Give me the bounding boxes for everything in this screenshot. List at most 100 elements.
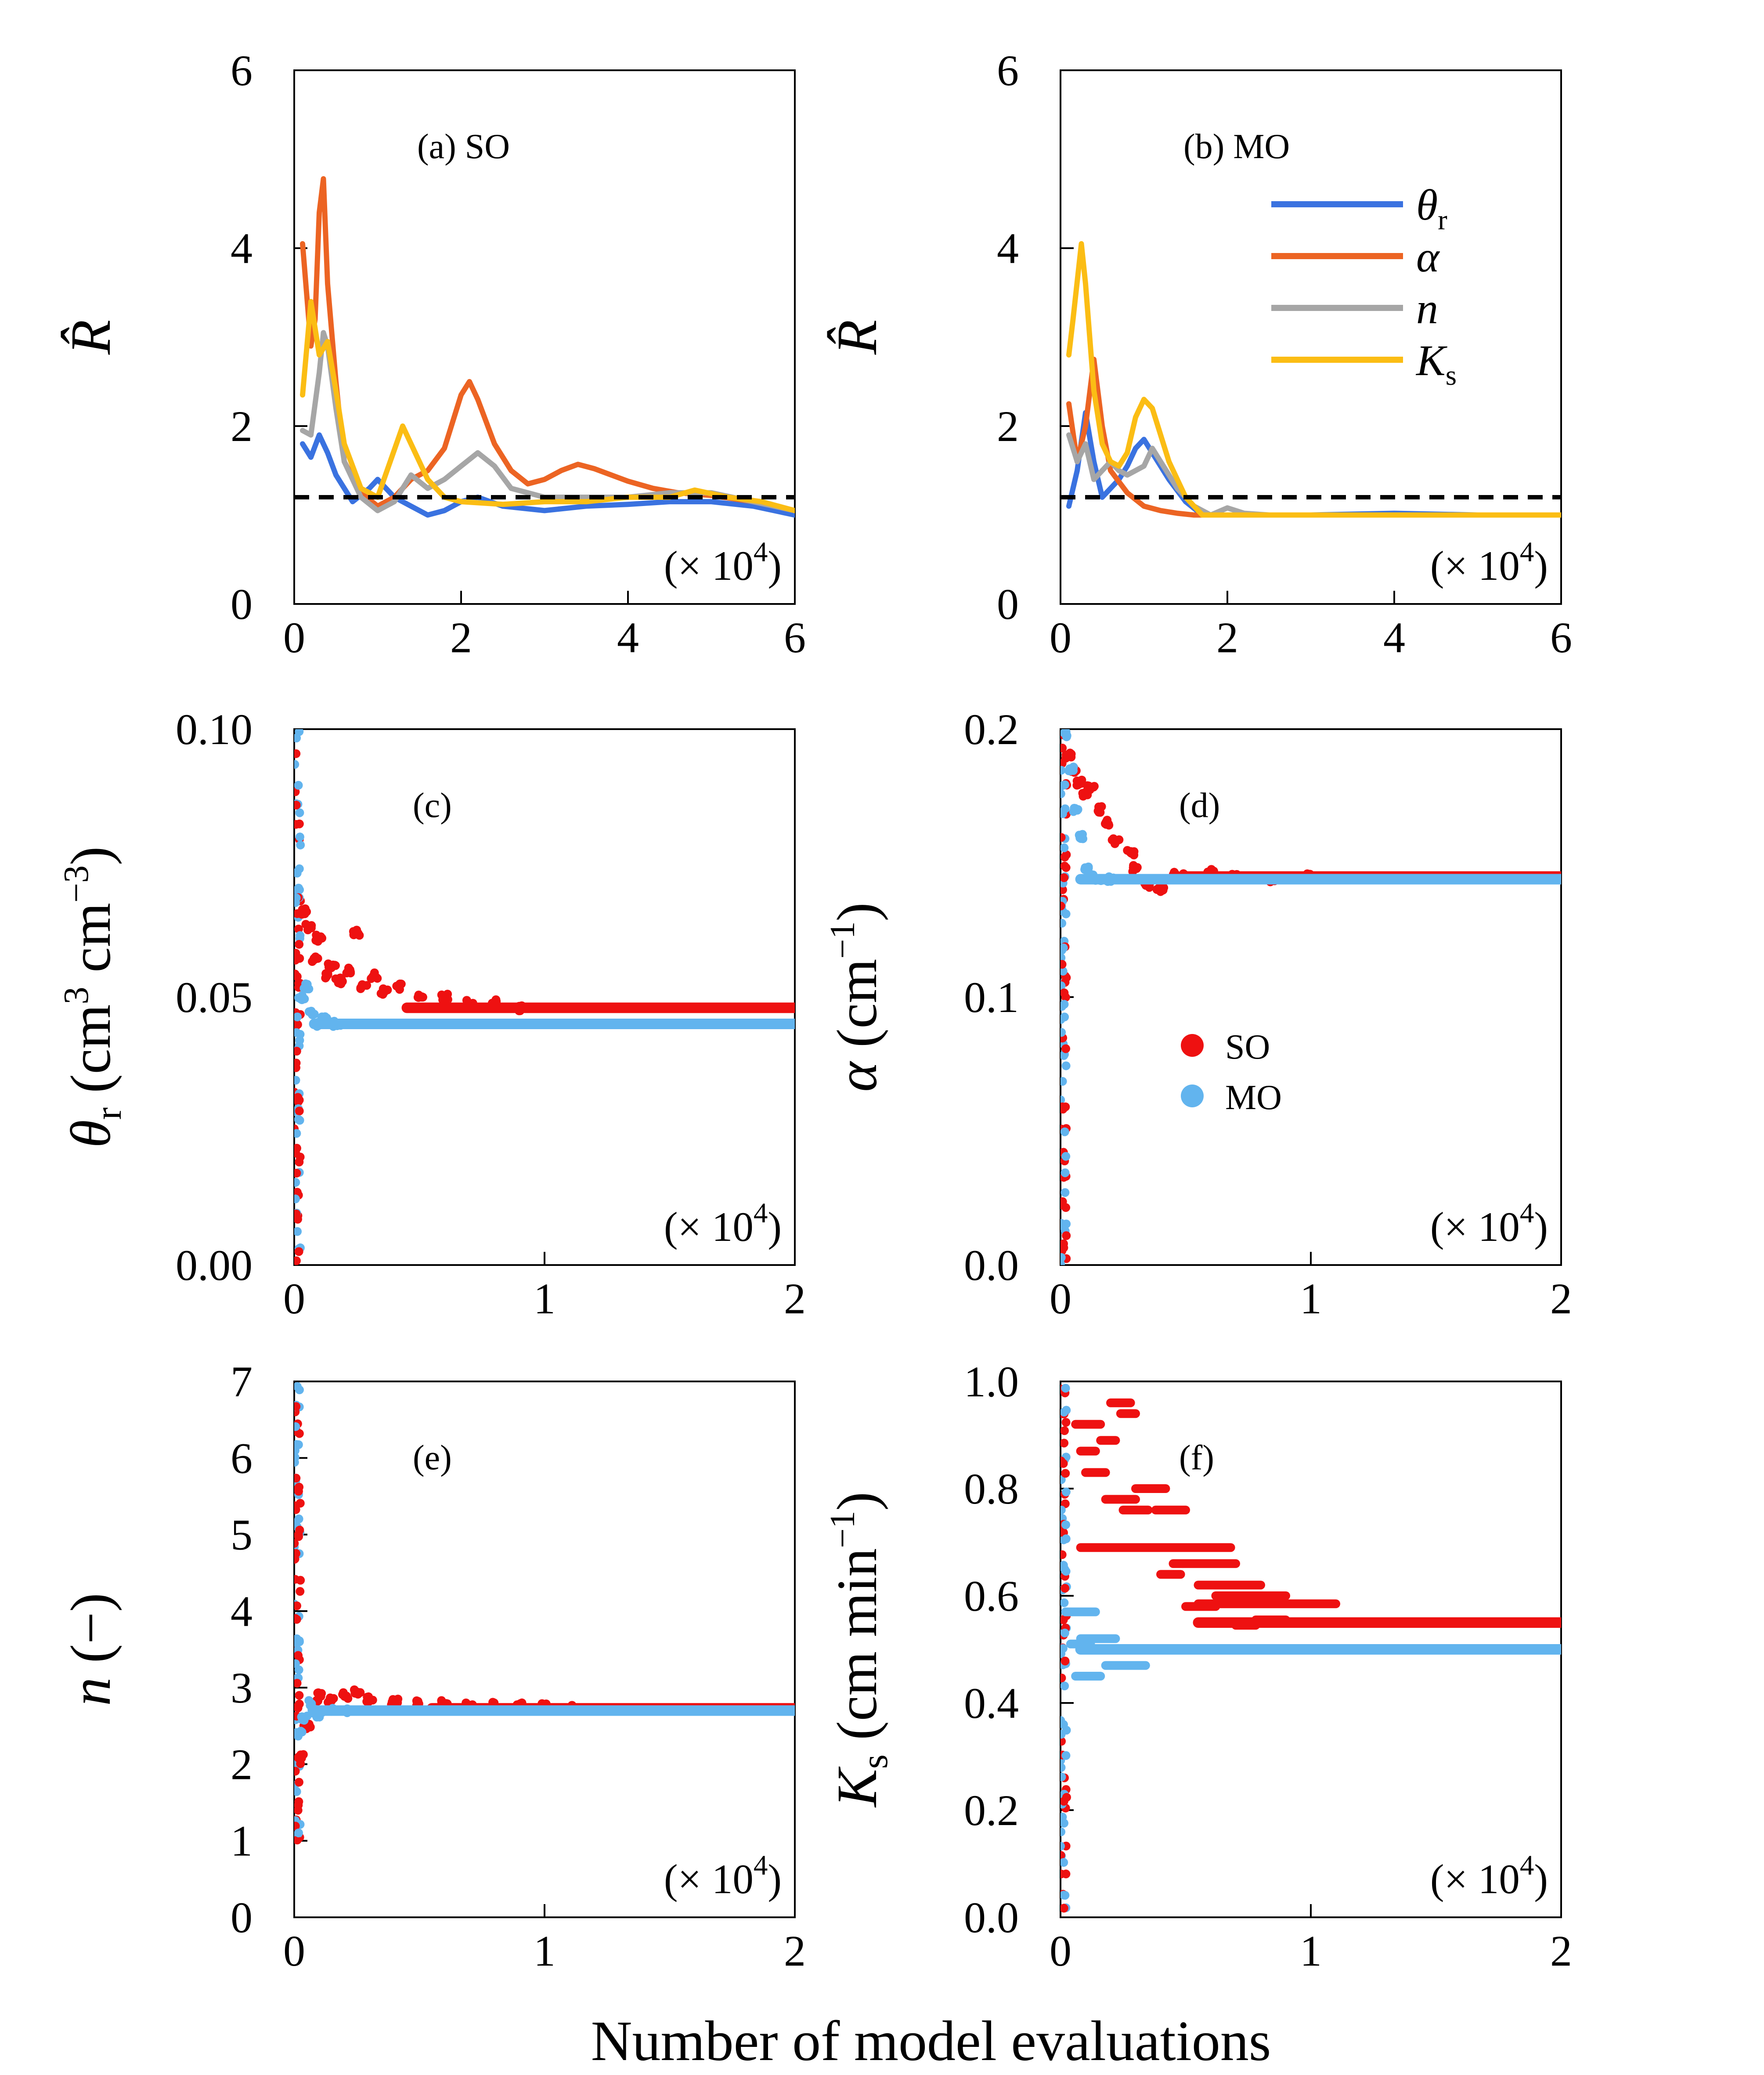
init-sample — [296, 840, 305, 850]
init-sample — [1061, 1550, 1067, 1559]
init-sample — [295, 1691, 304, 1700]
init-sample — [294, 1665, 303, 1674]
mo-sample — [1062, 732, 1071, 741]
init-sample — [1061, 1598, 1069, 1607]
init-sample — [1061, 1763, 1066, 1772]
init-sample — [294, 1422, 300, 1431]
init-sample — [294, 1093, 303, 1102]
init-sample — [1061, 1457, 1066, 1466]
init-sample — [1061, 1439, 1069, 1448]
x-tick-label: 2 — [450, 613, 472, 662]
so-sample — [302, 907, 311, 916]
init-sample — [296, 931, 305, 940]
init-sample — [1061, 781, 1067, 790]
init-sample — [294, 1458, 299, 1467]
mo-sample — [303, 980, 312, 989]
init-sample — [296, 1153, 305, 1162]
x-multiplier: (× 104) — [1430, 1850, 1548, 1902]
x-tick-label: 1 — [534, 1274, 556, 1323]
init-sample — [1061, 1772, 1066, 1782]
y-tick-label: 0.4 — [964, 1679, 1019, 1728]
init-sample — [294, 1028, 301, 1037]
so-sample — [1154, 883, 1164, 892]
init-sample — [1061, 1534, 1071, 1544]
init-sample — [1061, 766, 1066, 775]
y-tick-label: 0 — [231, 1893, 253, 1942]
y-tick-label: 2 — [997, 402, 1019, 451]
y-axis-label: n (−) — [59, 1593, 123, 1706]
init-sample — [294, 1188, 302, 1197]
init-sample — [1061, 885, 1067, 894]
mo-sample — [297, 1712, 307, 1721]
init-sample — [1061, 1730, 1066, 1739]
plot-area — [1061, 241, 1561, 518]
series-line-Ks — [1066, 241, 1561, 518]
panel-label: (a) SO — [417, 127, 510, 166]
so-sample — [310, 955, 319, 964]
legend-label-theta_r: θr — [1416, 181, 1447, 236]
y-tick-label: 1.0 — [964, 1357, 1019, 1406]
init-sample — [294, 1530, 303, 1539]
x-multiplier: (× 104) — [664, 1850, 782, 1902]
init-sample — [1061, 1505, 1066, 1515]
x-multiplier: (× 104) — [664, 1197, 782, 1250]
x-tick-label: 1 — [1300, 1274, 1322, 1323]
so-sample — [438, 995, 447, 1005]
so-sample — [343, 967, 352, 976]
panel-c: 0 1 2 0.00 0.05 0.10 (c) (× 104) θr (cm3 cm−3) — [57, 705, 806, 1323]
x-tick-label: 2 — [1550, 1927, 1572, 1975]
y-tick-label: 2 — [231, 1740, 253, 1789]
init-sample — [1061, 1051, 1068, 1060]
y-tick-label: 1 — [231, 1817, 253, 1865]
y-axis-label: α (cm−1) — [823, 902, 889, 1092]
so-sample — [412, 1696, 421, 1706]
so-sample — [1074, 780, 1083, 789]
init-sample — [1061, 1737, 1066, 1746]
x-tick-label: 0 — [283, 1927, 305, 1975]
y-tick-label: 0.8 — [964, 1464, 1019, 1513]
init-sample — [1061, 967, 1068, 976]
init-sample — [294, 749, 301, 758]
init-sample — [294, 868, 300, 877]
x-multiplier: (× 104) — [1430, 1197, 1548, 1250]
y-tick-label: 0 — [231, 580, 253, 629]
init-sample — [295, 1116, 304, 1125]
init-sample — [1061, 1044, 1071, 1053]
plot-frame — [293, 69, 796, 605]
init-sample — [1061, 1200, 1067, 1210]
panel-f: 0 1 2 0.0 0.2 0.4 0.6 0.8 1.0 (f) (× 104) Ks (cm mi… — [823, 1357, 1572, 1975]
mo-sample — [297, 995, 307, 1005]
init-sample — [294, 1651, 303, 1660]
init-sample — [1061, 1827, 1066, 1836]
x-tick-label: 1 — [534, 1927, 556, 1975]
panel-label: (b) MO — [1183, 127, 1290, 166]
init-sample — [294, 1787, 301, 1796]
init-sample — [295, 1429, 304, 1438]
y-tick-label: 5 — [231, 1511, 253, 1559]
so-sample — [342, 1692, 351, 1701]
y-tick-label: 0 — [997, 580, 1019, 629]
plot-area — [294, 729, 795, 1265]
init-sample — [294, 1076, 300, 1085]
init-sample — [1061, 1061, 1071, 1070]
init-sample — [1061, 1254, 1065, 1263]
y-tick-label: 0.10 — [176, 705, 253, 754]
y-tick-label: 2 — [231, 402, 253, 451]
init-sample — [294, 1402, 301, 1411]
init-sample — [1061, 1716, 1065, 1725]
y-tick-label: 0.2 — [964, 705, 1019, 754]
x-tick-label: 2 — [1216, 613, 1238, 662]
init-sample — [294, 1678, 302, 1688]
init-sample — [294, 1778, 303, 1787]
init-sample — [1061, 981, 1066, 991]
init-sample — [1061, 1858, 1068, 1867]
init-sample — [294, 1518, 299, 1527]
init-sample — [294, 924, 303, 933]
init-sample — [1062, 1231, 1071, 1240]
so-sample — [327, 963, 336, 972]
y-tick-label: 7 — [231, 1357, 253, 1406]
y-tick-label: 0.6 — [964, 1572, 1019, 1620]
init-sample — [1061, 901, 1065, 911]
so-sample — [1133, 863, 1142, 872]
